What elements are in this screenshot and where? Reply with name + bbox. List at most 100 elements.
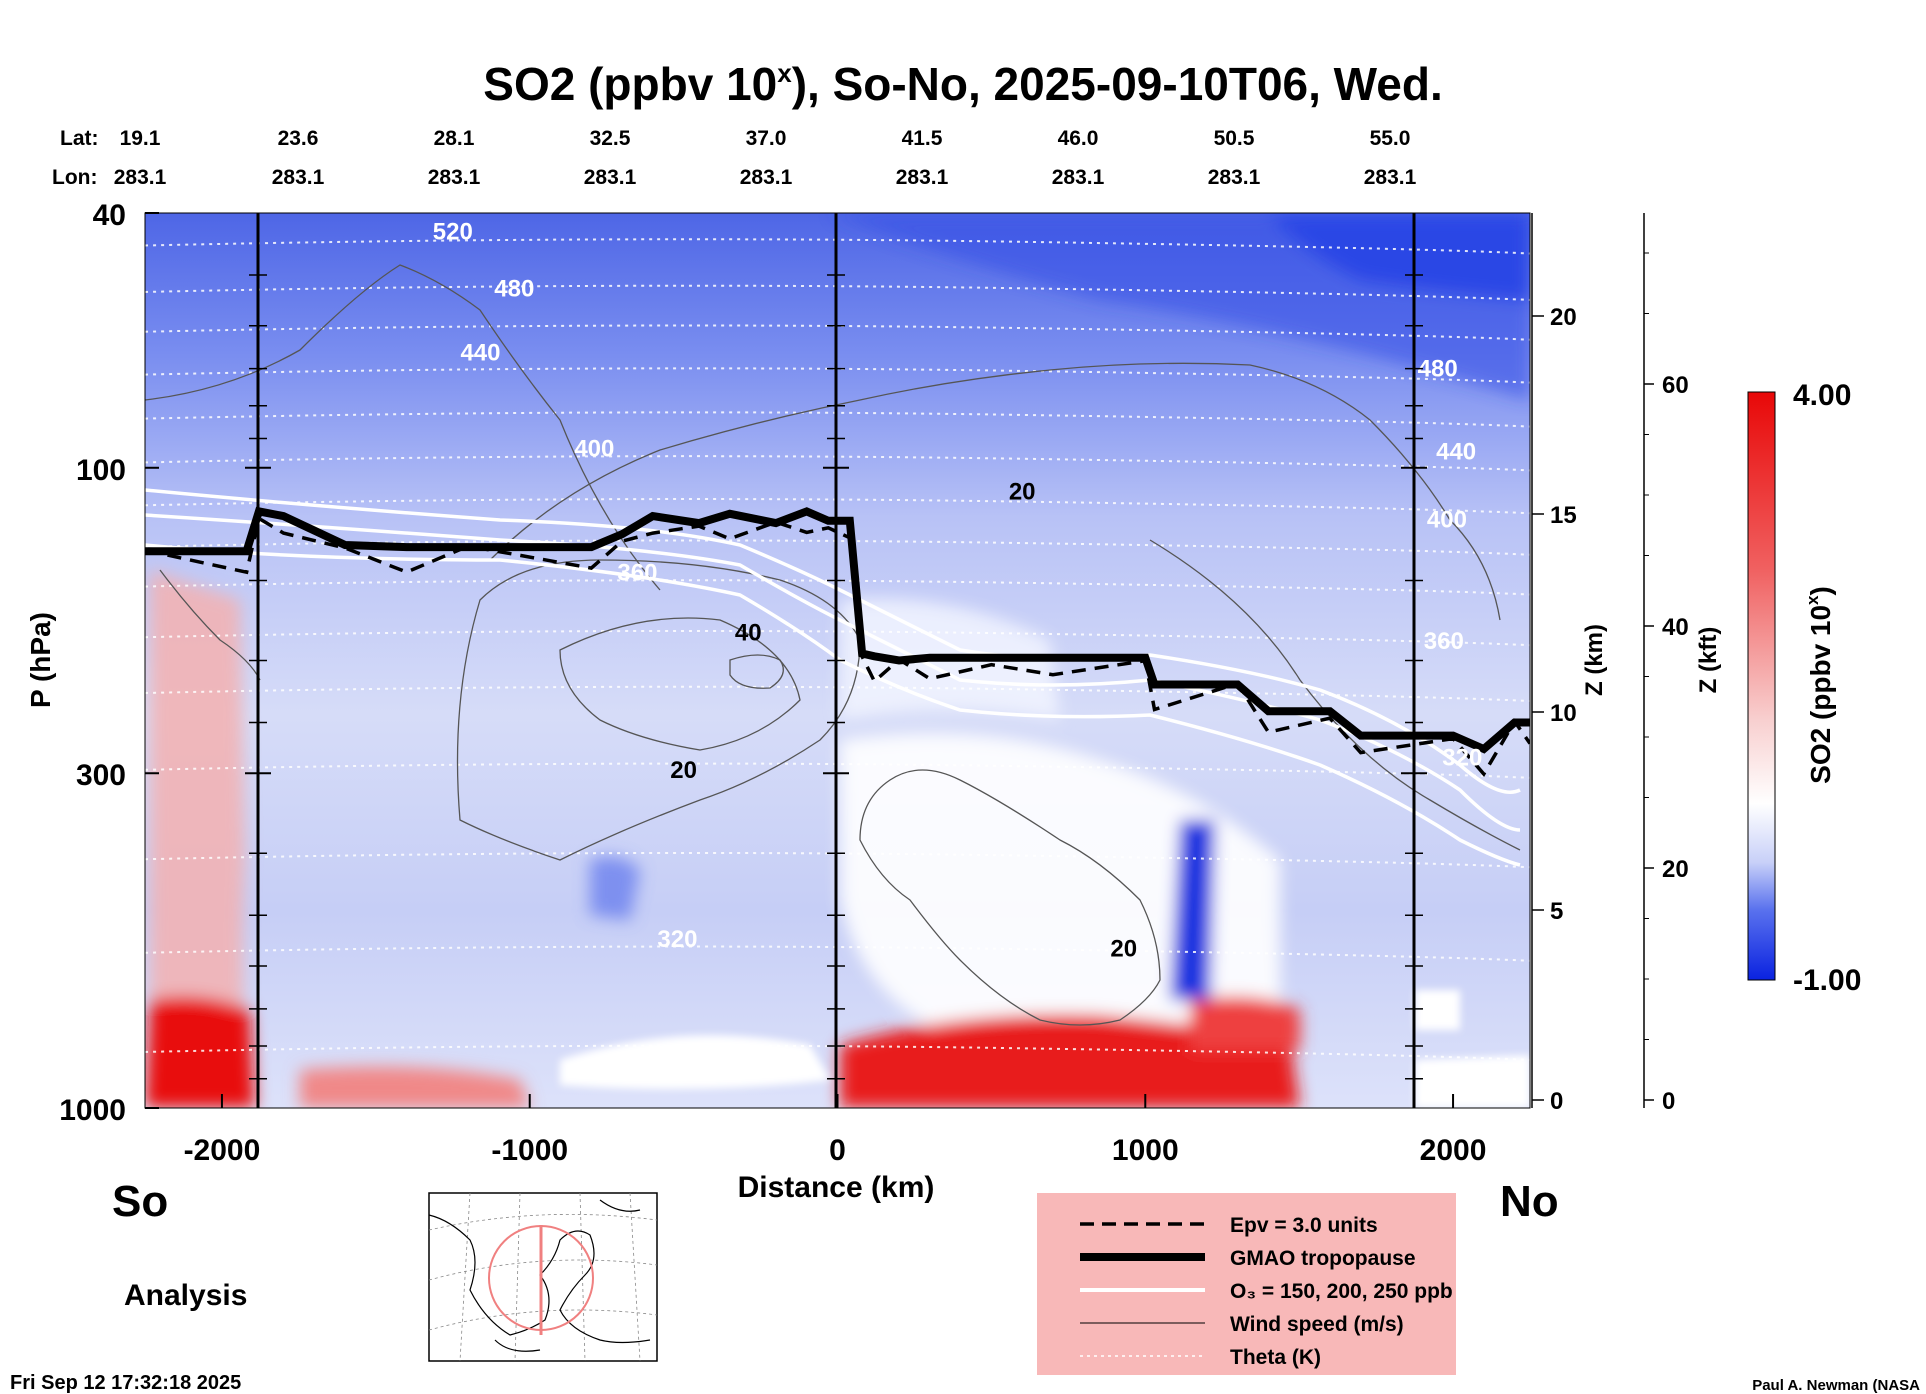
epv-3pv-line <box>145 515 1530 777</box>
map-coastline <box>428 1199 651 1352</box>
wind-contour-1 <box>145 264 661 591</box>
z-km-tick-label-1: 5 <box>1550 898 1563 925</box>
z-kft-tick-label-0: 0 <box>1662 1088 1675 1115</box>
theta-line-8 <box>145 579 1530 596</box>
y-tick-label-2: 300 <box>76 759 126 792</box>
gmao-tropopause-line <box>145 506 1530 754</box>
y-tick-label-3: 1000 <box>59 1094 126 1127</box>
so2-moderate-surface-left <box>300 1066 530 1108</box>
lat-value-8: 55.0 <box>1370 127 1411 150</box>
x-axis-label: Distance (km) <box>738 1171 935 1204</box>
legend-label-2: O₃ = 150, 200, 250 ppb <box>1230 1280 1453 1303</box>
theta-label-4: 360 <box>617 560 657 587</box>
lat-lon-header: Lat: Lon: 19.1 283.1 23.6 283.1 28.1 283.1 32.… <box>52 127 1417 189</box>
theta-line-7 <box>145 539 1530 556</box>
theta-line-4 <box>145 411 1530 428</box>
north-end-label: No <box>1500 1177 1559 1226</box>
lat-value-5: 41.5 <box>902 127 943 150</box>
wind-label-2: 20 <box>1009 478 1036 505</box>
theta-line-6 <box>145 498 1530 515</box>
wind-contour-2 <box>489 362 1501 621</box>
x-tick-label-3: 1000 <box>1112 1134 1179 1167</box>
theta-line-13 <box>145 945 1530 962</box>
lon-value-2: 283.1 <box>428 166 481 189</box>
wind-contour-5 <box>729 654 784 689</box>
colorbar-min-label: -1.00 <box>1793 964 1861 997</box>
z-km-tick-label-3: 15 <box>1550 502 1577 529</box>
x-tick-label-4: 2000 <box>1420 1134 1487 1167</box>
ozone-200-line <box>145 513 1521 832</box>
y-tick-label-0: 40 <box>93 199 126 232</box>
theta-label-6: 480 <box>1418 355 1458 382</box>
wind-label-0: 40 <box>735 619 762 646</box>
wind-label-1: 20 <box>670 757 697 784</box>
wind-contour-4 <box>559 617 801 751</box>
z-km-tick-label-4: 20 <box>1550 304 1577 331</box>
south-end-label: So <box>112 1177 168 1226</box>
theta-label-5: 320 <box>657 926 697 953</box>
lon-value-7: 283.1 <box>1208 166 1261 189</box>
wind-contour-7 <box>159 569 261 681</box>
lon-value-5: 283.1 <box>896 166 949 189</box>
lon-value-6: 283.1 <box>1052 166 1105 189</box>
lat-value-7: 50.5 <box>1214 127 1255 150</box>
so2-white-patch-1 <box>560 1035 830 1089</box>
theta-line-10 <box>145 685 1530 702</box>
z-kft-tick-label-2: 40 <box>1662 614 1689 641</box>
wind-label-layer: 40 20 20 20 <box>670 478 1137 962</box>
so2-color-field <box>145 213 1530 1108</box>
theta-line-11 <box>145 762 1530 779</box>
theta-label-0: 520 <box>433 219 473 246</box>
lon-value-3: 283.1 <box>584 166 637 189</box>
chart-title: SO2 (ppbv 10x), So-No, 2025-09-10T06, We… <box>483 58 1442 110</box>
colorbar-gradient <box>1747 391 1776 981</box>
lon-value-0: 283.1 <box>114 166 167 189</box>
ozone-contours <box>145 488 1521 867</box>
theta-line-3 <box>145 367 1530 384</box>
so2-high-plume-left-core <box>145 996 255 1108</box>
theta-label-7: 440 <box>1436 438 1476 465</box>
theta-line-0 <box>145 238 1530 255</box>
map-frame <box>428 1192 658 1362</box>
y-tick-label-1: 100 <box>76 454 126 487</box>
plot-area: 520 480 440 400 360 320 480 440 400 360 320 40 20 20… <box>145 213 1530 1108</box>
legend: Epv = 3.0 units GMAO tropopause O₃ = 150, … <box>1037 1193 1456 1375</box>
theta-line-1 <box>145 284 1530 301</box>
so2-white-patch-3 <box>1415 990 1460 1030</box>
theta-label-1: 480 <box>494 275 534 302</box>
z-km-tick-label-0: 0 <box>1550 1088 1563 1115</box>
timestamp: Fri Sep 12 17:32:18 2025 <box>10 1372 241 1394</box>
so2-high-surface-band-2 <box>1190 996 1300 1050</box>
so2-upper-blue-band <box>830 213 1530 400</box>
lat-value-0: 19.1 <box>120 127 161 150</box>
lat-value-6: 46.0 <box>1058 127 1099 150</box>
z-kft-axis-label: Z (kft) <box>1695 627 1722 694</box>
legend-label-4: Theta (K) <box>1230 1346 1321 1369</box>
theta-line-12 <box>145 851 1530 869</box>
theta-label-2: 440 <box>460 340 500 367</box>
ozone-150-line <box>145 488 1521 794</box>
x-tick-label-2: 0 <box>829 1134 846 1167</box>
theta-line-9 <box>145 629 1530 647</box>
theta-label-8: 400 <box>1427 507 1467 534</box>
locator-map <box>428 1192 658 1362</box>
z-km-tick-label-2: 10 <box>1550 700 1577 727</box>
theta-label-layer: 520 480 440 400 360 320 480 440 400 360 320 <box>433 219 1483 953</box>
credit-text: Paul A. Newman (NASA <box>1752 1377 1920 1394</box>
ozone-250-line <box>145 543 1521 867</box>
analysis-label: Analysis <box>124 1279 247 1312</box>
so2-high-plume-left <box>150 570 245 1040</box>
lon-row-label: Lon: <box>52 166 97 189</box>
so2-low-patch-left <box>590 856 640 920</box>
x-tick-label-1: -1000 <box>491 1134 568 1167</box>
theta-line-14 <box>145 1044 1530 1061</box>
wind-label-3: 20 <box>1110 936 1137 963</box>
z-km-axis-label: Z (km) <box>1581 624 1608 696</box>
theta-line-2 <box>145 324 1530 341</box>
so2-near-zero-region <box>840 733 1280 1050</box>
lon-value-4: 283.1 <box>740 166 793 189</box>
lat-row-label: Lat: <box>60 127 99 150</box>
legend-label-0: Epv = 3.0 units <box>1230 1214 1378 1237</box>
